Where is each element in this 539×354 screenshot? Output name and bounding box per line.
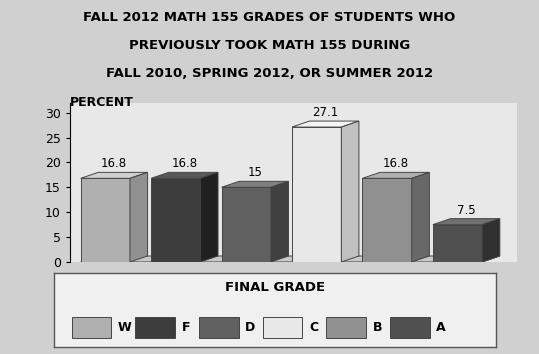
- Text: PERCENT: PERCENT: [70, 96, 134, 109]
- Bar: [151, 178, 201, 262]
- Polygon shape: [412, 172, 430, 262]
- Polygon shape: [362, 172, 430, 178]
- Bar: [199, 317, 239, 338]
- Text: B: B: [372, 321, 382, 334]
- Text: FALL 2010, SPRING 2012, OR SUMMER 2012: FALL 2010, SPRING 2012, OR SUMMER 2012: [106, 67, 433, 80]
- Text: PREVIOUSLY TOOK MATH 155 DURING: PREVIOUSLY TOOK MATH 155 DURING: [129, 39, 410, 52]
- Text: C: C: [309, 321, 318, 334]
- Polygon shape: [222, 181, 288, 187]
- Text: 16.8: 16.8: [101, 158, 127, 170]
- Text: FINAL GRADE: FINAL GRADE: [225, 281, 325, 294]
- Text: W: W: [118, 321, 132, 334]
- Text: 7.5: 7.5: [457, 204, 476, 217]
- Bar: [292, 127, 341, 262]
- Polygon shape: [292, 121, 359, 127]
- Text: 16.8: 16.8: [171, 158, 198, 170]
- Bar: [362, 178, 412, 262]
- Polygon shape: [151, 172, 218, 178]
- Bar: [433, 225, 482, 262]
- Bar: [262, 317, 302, 338]
- Text: 15: 15: [247, 166, 262, 179]
- Text: F: F: [182, 321, 190, 334]
- Bar: [135, 317, 175, 338]
- Text: FALL 2012 MATH 155 GRADES OF STUDENTS WHO: FALL 2012 MATH 155 GRADES OF STUDENTS WH…: [84, 11, 455, 24]
- Bar: [222, 187, 271, 262]
- Polygon shape: [201, 172, 218, 262]
- Text: D: D: [245, 321, 255, 334]
- Text: A: A: [436, 321, 446, 334]
- Polygon shape: [81, 172, 148, 178]
- Bar: [81, 178, 130, 262]
- Bar: [390, 317, 430, 338]
- Polygon shape: [433, 219, 500, 225]
- Bar: [72, 317, 112, 338]
- Bar: [326, 317, 366, 338]
- Polygon shape: [341, 121, 359, 262]
- Polygon shape: [81, 256, 500, 262]
- Polygon shape: [482, 219, 500, 262]
- Polygon shape: [130, 172, 148, 262]
- Text: 27.1: 27.1: [312, 106, 338, 119]
- Text: 16.8: 16.8: [383, 158, 409, 170]
- Polygon shape: [271, 181, 288, 262]
